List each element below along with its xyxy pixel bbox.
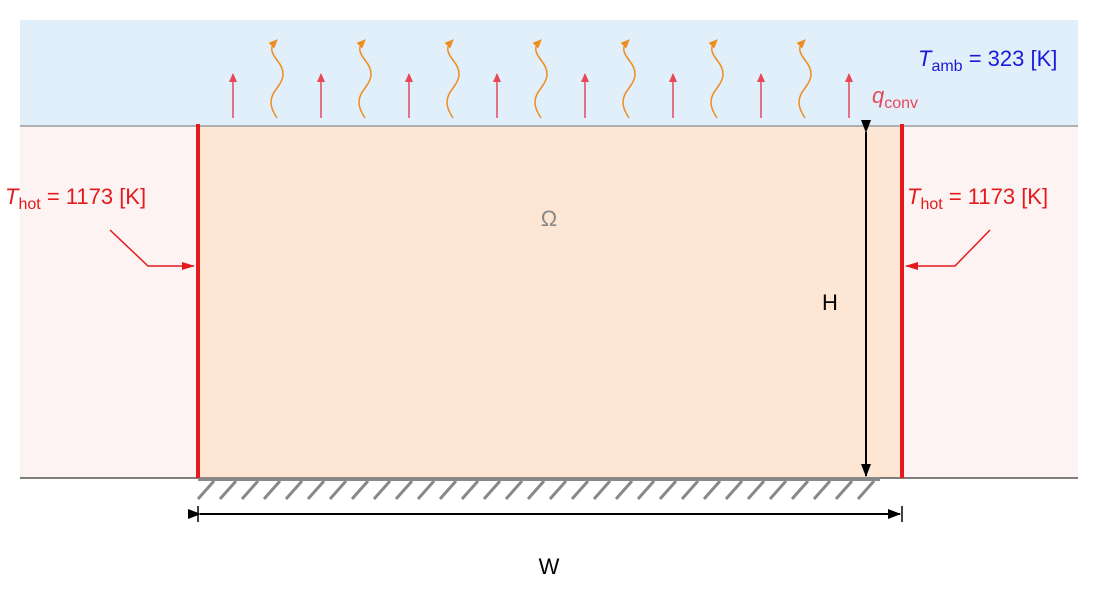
hatch-line [328,480,348,500]
subscript: hot [18,196,41,213]
value: = 323 [K] [963,46,1058,71]
ambient-label: Tamb = 323 [K] [918,46,1057,75]
hatch-line [548,480,568,500]
value: = 1173 [K] [943,184,1048,209]
radiation-arrow [268,39,284,119]
height-label: H [822,290,838,315]
hatch-line [416,480,436,500]
hatch-line [218,480,238,500]
hatch-line [702,480,722,500]
hatch-line [834,480,854,500]
hatch-line [812,480,832,500]
symbol: q [872,83,885,108]
subscript: conv [884,95,918,112]
symbol: T [907,184,922,209]
hatch-line [372,480,392,500]
leader-right [905,229,991,270]
hatch-line [460,480,480,500]
width-label: W [539,554,560,579]
hatch-line [196,480,216,500]
hatch-line [504,480,524,500]
hatch-line [262,480,282,500]
hatching [196,480,876,500]
right-region [902,126,1078,478]
radiation-arrow [356,39,372,119]
hatch-line [856,480,876,500]
hatch-line [240,480,260,500]
hot-left-label: Thot = 1173 [K] [5,184,146,213]
hatch-line [570,480,590,500]
domain [198,126,902,478]
hatch-line [658,480,678,500]
symbol: T [918,46,933,71]
radiation-arrow [444,39,460,119]
radiation-arrow [708,39,724,119]
hatch-line [394,480,414,500]
hatch-line [636,480,656,500]
symbol: T [5,184,20,209]
hatch-line [350,480,370,500]
hatch-line [482,480,502,500]
hatch-line [614,480,634,500]
hatch-line [306,480,326,500]
hatch-line [526,480,546,500]
hatch-line [746,480,766,500]
radiation-arrow [796,39,812,119]
hatch-line [790,480,810,500]
hatch-line [680,480,700,500]
value: = 1173 [K] [41,184,146,209]
subscript: hot [920,196,943,213]
hatch-line [768,480,788,500]
leader-left [109,229,195,270]
flux-label: qconv [872,83,918,112]
hatch-line [284,480,304,500]
left-region [20,126,198,478]
heat-arrows [229,39,853,119]
hatch-line [592,480,612,500]
hatch-line [438,480,458,500]
hatch-line [724,480,744,500]
hot-right-label: Thot = 1173 [K] [907,184,1048,213]
ambient-region [20,20,1078,126]
subscript: amb [931,58,962,75]
radiation-arrow [532,39,548,119]
radiation-arrow [620,39,636,119]
domain-label: Ω [541,206,557,231]
